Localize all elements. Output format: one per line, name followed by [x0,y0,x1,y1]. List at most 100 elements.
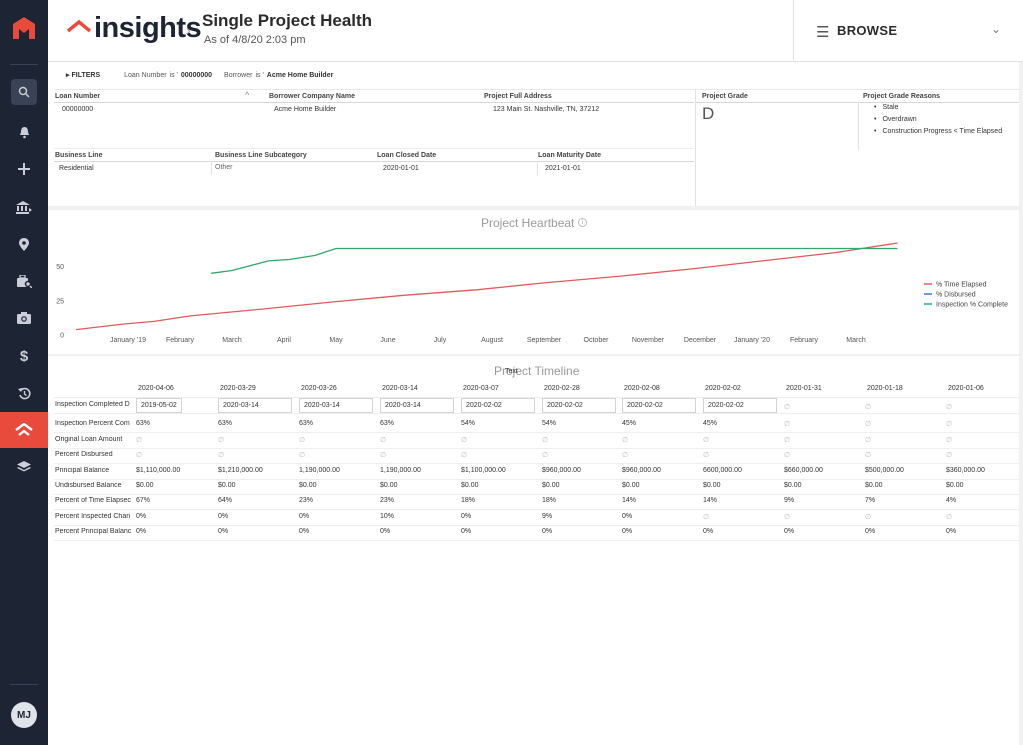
row-label: Inspection Percent Com [55,420,130,427]
table-cell: 6600,000.00 [703,467,742,474]
column-header[interactable]: 2020-03-29 [220,385,256,392]
plus-icon[interactable] [0,155,48,183]
table-cell: ∅ [946,404,953,411]
timeline-title: Project Timeline [494,364,580,378]
grade-reasons-list: Stale Overdrawn Construction Progress < … [874,104,1002,140]
date-cell[interactable]: 2020-02-02 [703,398,777,413]
filters-toggle[interactable]: ▸ FILTERS [66,72,101,79]
loan-maturity-label: Loan Maturity Date [538,152,602,159]
series-line [211,247,898,274]
sidebar: $ MJ [0,0,48,745]
row-label: Original Loan Amount [55,436,123,443]
column-header[interactable]: 2020-03-07 [463,385,499,392]
x-tick-label: October [584,337,610,344]
column-header[interactable]: 2020-02-02 [705,385,741,392]
table-cell: 0% [703,528,714,535]
x-tick-label: November [632,337,665,344]
column-header[interactable]: 2020-01-31 [786,385,822,392]
filter-bar: ▸ FILTERS Loan Number is ' 00000000 Borr… [66,71,345,80]
row-divider [54,448,1020,449]
table-cell: $0.00 [946,482,964,489]
history-icon[interactable] [0,379,48,407]
dollar-icon[interactable]: $ [19,347,29,365]
location-pin-icon[interactable] [0,230,48,258]
legend-label: % Disbursed [936,292,976,299]
table-cell: 45% [703,420,718,427]
avatar[interactable]: MJ [11,702,37,728]
column-header[interactable]: 2020-03-26 [301,385,337,392]
bank-icon[interactable] [0,193,48,221]
loan-number-label: Loan Number [55,93,101,100]
table-cell: 67% [136,497,151,504]
date-cell[interactable]: 2020-02-02 [461,398,535,413]
table-cell: 0% [461,528,472,535]
browse-label: BROWSE [837,23,898,38]
table-cell: $1,210,000.00 [218,467,263,474]
table-cell: ∅ [461,452,468,459]
sort-up-icon[interactable]: ^ [245,90,250,100]
date-cell[interactable]: 2020-02-02 [542,398,616,413]
column-header[interactable]: 2020-04-06 [138,385,174,392]
column-header[interactable]: 2020-03-14 [382,385,418,392]
table-cell: $0.00 [299,482,317,489]
column-header[interactable]: 2020-01-06 [948,385,984,392]
column-header[interactable]: 2020-02-08 [624,385,660,392]
date-cell[interactable]: 2019-05-02 [136,398,182,413]
table-cell: $1,110,000.00 [136,467,181,474]
row-divider [54,413,1020,414]
table-cell: $660,000.00 [784,467,823,474]
x-tick-label: September [527,337,562,344]
row-label: Inspection Completed D [55,401,130,408]
business-line-sub-value: Other [215,164,233,171]
table-cell: ∅ [784,514,791,521]
table-cell: 63% [380,420,395,427]
filter-value-borrower[interactable]: Acme Home Builder [266,71,334,79]
divider [54,148,694,149]
grade-reason-item: Stale [874,104,1002,111]
date-cell[interactable]: 2020-03-14 [218,398,292,413]
briefcase-search-icon[interactable] [0,267,48,295]
app-logo-icon[interactable] [10,14,38,42]
column-header[interactable]: 2020-01-18 [867,385,903,392]
table-cell: ∅ [865,421,872,428]
row-divider [54,432,1020,433]
column-header[interactable]: 2020-02-28 [544,385,580,392]
page-subtitle: As of 4/8/20 2:03 pm [204,34,306,46]
filter-value-loan[interactable]: 00000000 [180,71,213,79]
filter-op: is ' [169,71,178,79]
search-icon[interactable] [11,79,37,105]
brand-wordmark: insights [94,12,202,44]
date-cell[interactable]: 2020-02-02 [622,398,696,413]
sidebar-divider [10,64,38,65]
divider [54,89,1020,90]
business-line-value: Residential [59,165,94,172]
table-cell: $0.00 [622,482,640,489]
table-cell: $960,000.00 [542,467,581,474]
breadcrumb-separator: › [186,22,191,38]
filter-key: Loan Number [124,71,167,79]
camera-icon[interactable] [0,304,48,332]
table-cell: 4% [946,497,957,504]
table-cell: 14% [703,497,718,504]
loan-number-value: 00000000 [62,106,94,113]
browse-menu[interactable]: ☰ BROWSE ⌄ [793,0,1023,62]
info-icon[interactable]: i [578,218,587,227]
home-icon[interactable] [0,412,48,448]
hamburger-icon: ☰ [816,24,830,41]
sidebar-divider [10,684,38,685]
table-cell: 63% [218,420,233,427]
date-cell[interactable]: 2020-03-14 [380,398,454,413]
legend-label: % Time Elapsed [936,282,987,289]
table-cell: ∅ [136,437,143,444]
scrollbar-track[interactable] [1019,62,1023,745]
date-cell[interactable]: 2020-03-14 [299,398,373,413]
table-cell: ∅ [946,421,953,428]
table-cell: 9% [784,497,795,504]
bell-icon[interactable] [0,118,48,146]
table-cell: $0.00 [865,482,883,489]
brand-logo[interactable]: insights [66,12,202,45]
table-cell: 54% [461,420,476,427]
table-cell: ∅ [622,437,629,444]
layers-icon[interactable] [0,453,48,481]
table-cell: ∅ [865,437,872,444]
